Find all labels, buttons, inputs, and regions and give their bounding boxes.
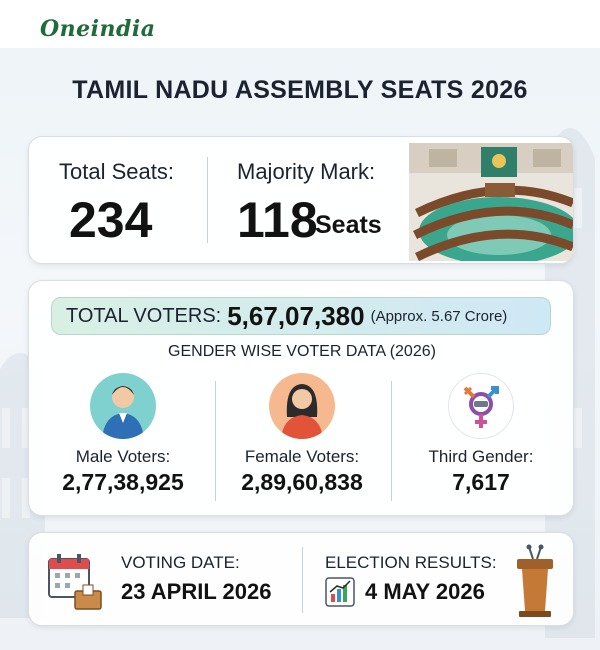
total-voters-value: 5,67,07,380 <box>227 300 365 331</box>
male-voters-value: 2,77,38,925 <box>62 469 184 495</box>
female-voters-label: Female Voters: <box>244 447 360 466</box>
gender-divider-1 <box>215 381 216 501</box>
election-results-value: 4 MAY 2026 <box>365 579 485 604</box>
total-voters-banner: TOTAL VOTERS: 5,67,07,380 (Approx. 5.67 … <box>51 297 551 335</box>
total-voters-label: TOTAL VOTERS: <box>66 304 222 327</box>
oneindia-logo: Oneindia <box>40 16 156 42</box>
majority-mark-label: Majority Mark: <box>237 159 376 184</box>
female-voters-value: 2,89,60,838 <box>241 469 363 495</box>
voting-date-label: VOTING DATE: <box>121 553 240 572</box>
transgender-symbol-icon <box>448 373 514 439</box>
header-bar: Oneindia <box>0 0 600 48</box>
calendar-ballot-icon <box>48 554 102 610</box>
female-voters-column: Female Voters: 2,89,60,838 <box>212 373 392 496</box>
page-title: TAMIL NADU ASSEMBLY SEATS 2026 <box>72 76 528 104</box>
total-voters-note: (Approx. 5.67 Crore) <box>370 307 508 325</box>
third-gender-label: Third Gender: <box>428 447 534 466</box>
dates-divider <box>302 547 303 613</box>
voting-date-value: 23 APRIL 2026 <box>121 579 272 604</box>
male-voters-label: Male Voters: <box>75 447 171 466</box>
third-gender-column: Third Gender: 7,617 <box>391 373 571 496</box>
bar-chart-icon <box>325 577 355 607</box>
male-voters-column: Male Voters: 2,77,38,925 <box>33 373 213 496</box>
seats-divider <box>207 157 208 243</box>
dates-card: VOTING DATE: 23 APRIL 2026 ELECTION RESU… <box>28 532 574 626</box>
total-seats-value: 234 <box>69 192 153 248</box>
female-avatar-icon <box>269 373 335 439</box>
podium-icon <box>517 544 553 617</box>
infographic: TAMIL NADU ASSEMBLY SEATS 2026 Total Sea… <box>0 48 600 650</box>
seats-card: Total Seats: 234 Majority Mark: 118 Seat… <box>28 136 574 264</box>
election-results-label: ELECTION RESULTS: <box>325 553 497 572</box>
total-seats-label: Total Seats: <box>59 159 174 184</box>
majority-mark-unit: Seats <box>315 211 382 239</box>
male-avatar-icon <box>90 373 156 439</box>
third-gender-value: 7,617 <box>452 469 510 495</box>
gender-data-heading: GENDER WISE VOTER DATA (2026) <box>168 343 436 360</box>
gender-divider-2 <box>391 381 392 501</box>
assembly-hall-illustration <box>409 143 573 261</box>
majority-mark-value: 118 <box>237 192 318 248</box>
voters-card: TOTAL VOTERS: 5,67,07,380 (Approx. 5.67 … <box>28 280 574 516</box>
